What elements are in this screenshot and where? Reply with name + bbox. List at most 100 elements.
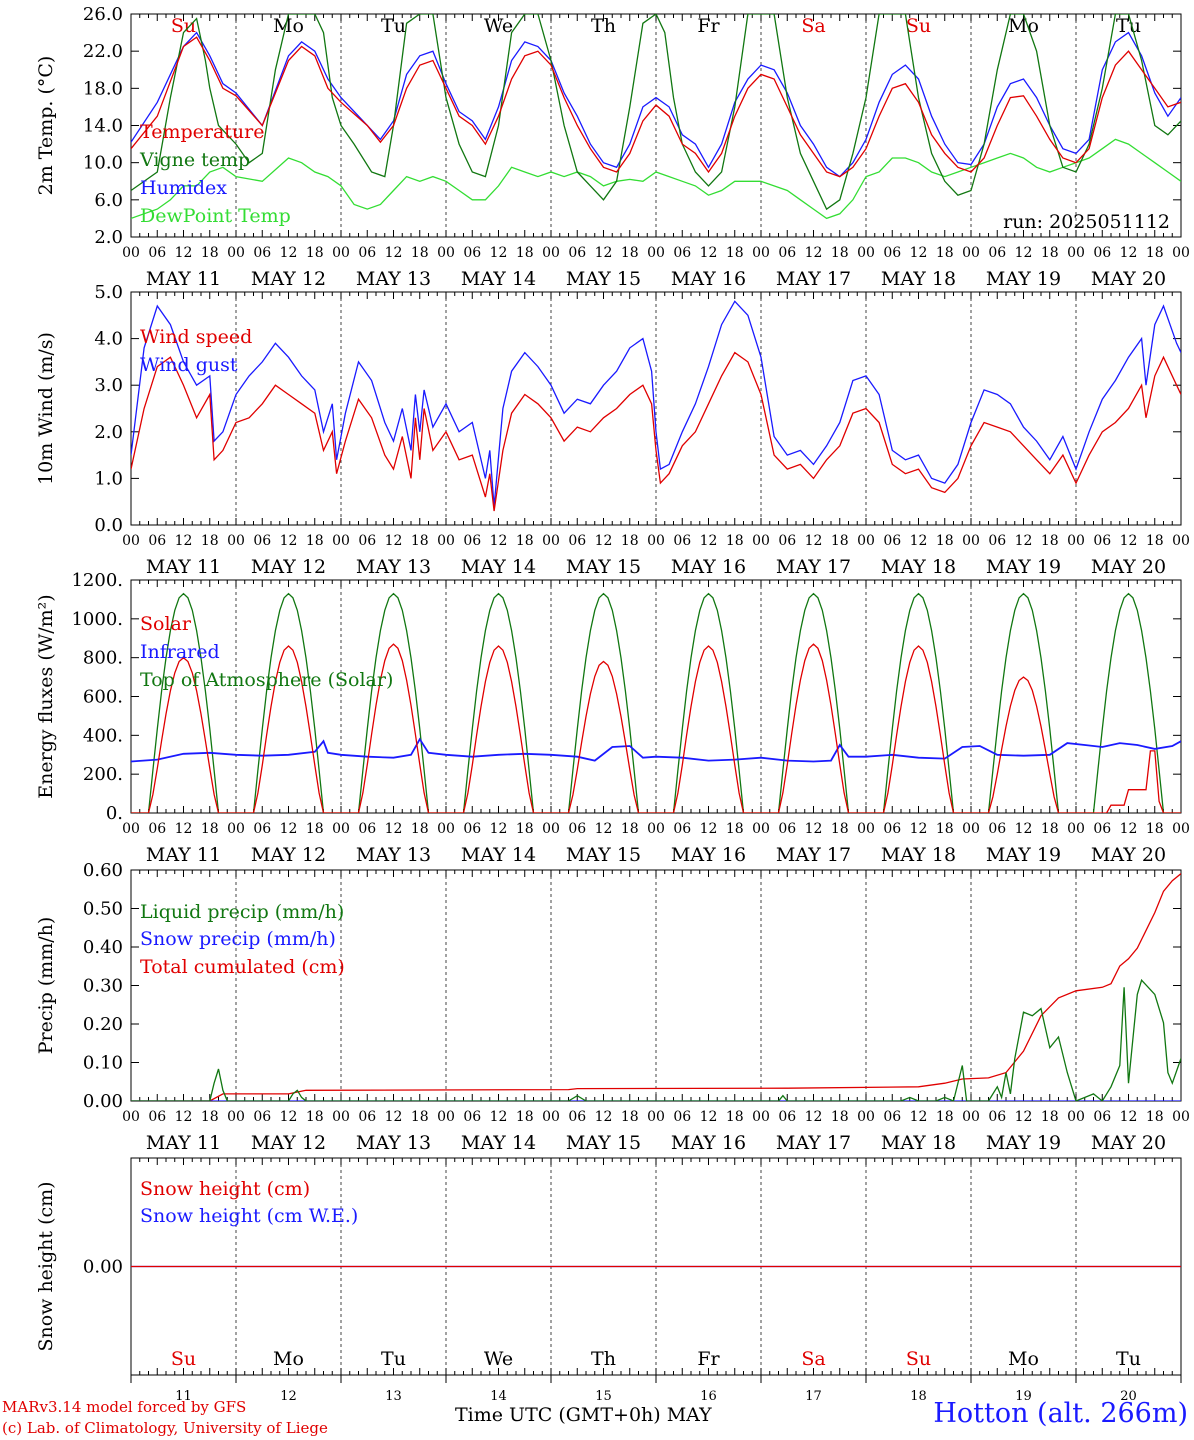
y-tick-label: 0.60 xyxy=(83,860,123,881)
date-label: MAY 19 xyxy=(986,1132,1061,1154)
y-axis-label: 10m Wind (m/s) xyxy=(35,332,57,485)
legend-entry: Solar xyxy=(140,613,192,635)
hour-tick-label: 06 xyxy=(988,1109,1006,1125)
day-number-label: 16 xyxy=(700,1389,717,1404)
hour-tick-label: 06 xyxy=(883,245,901,261)
y-tick-label: 18.0 xyxy=(83,78,123,99)
date-label: MAY 15 xyxy=(566,268,641,290)
hour-tick-label: 12 xyxy=(1120,821,1138,837)
hour-tick-label: 18 xyxy=(306,245,324,261)
hour-tick-label: 00 xyxy=(542,245,560,261)
hour-tick-label: 00 xyxy=(332,1109,350,1125)
hour-tick-label: 18 xyxy=(831,533,849,549)
hour-tick-label: 06 xyxy=(778,1109,796,1125)
day-number-label: 20 xyxy=(1120,1389,1137,1404)
date-label: MAY 18 xyxy=(881,268,956,290)
hour-tick-label: 06 xyxy=(148,533,166,549)
hour-tick-label: 06 xyxy=(253,245,271,261)
hour-tick-label: 00 xyxy=(752,245,770,261)
hour-tick-label: 06 xyxy=(673,245,691,261)
day-number-label: 15 xyxy=(595,1389,612,1404)
hour-tick-label: 18 xyxy=(201,245,219,261)
hour-tick-label: 06 xyxy=(568,1109,586,1125)
hour-tick-label: 06 xyxy=(463,245,481,261)
hour-tick-label: 18 xyxy=(411,821,429,837)
hour-tick-label: 18 xyxy=(726,533,744,549)
hour-tick-label: 18 xyxy=(201,821,219,837)
weekday-label: Mo xyxy=(1008,15,1039,37)
hour-tick-label: 06 xyxy=(568,821,586,837)
date-label: MAY 15 xyxy=(566,1132,641,1154)
hour-tick-label: 06 xyxy=(988,821,1006,837)
hour-tick-label: 18 xyxy=(1041,245,1059,261)
hour-tick-label: 18 xyxy=(726,245,744,261)
hour-tick-label: 06 xyxy=(463,821,481,837)
hour-tick-label: 00 xyxy=(857,1109,875,1125)
hour-tick-label: 12 xyxy=(280,1109,298,1125)
hour-tick-label: 12 xyxy=(910,1109,928,1125)
hour-tick-label: 06 xyxy=(358,245,376,261)
date-label: MAY 17 xyxy=(776,556,851,578)
hour-tick-label: 06 xyxy=(463,1109,481,1125)
panel-1: 2.0 6.0 10.0 14.0 18.0 22.0 26.0 2m Temp. (°C) 0… xyxy=(35,4,1190,290)
hour-tick-label: 00 xyxy=(647,1109,665,1125)
hour-tick-label: 18 xyxy=(411,1109,429,1125)
day-number-label: 17 xyxy=(805,1389,822,1404)
legend-entry: Liquid precip (mm/h) xyxy=(140,901,344,923)
hour-tick-label: 00 xyxy=(647,821,665,837)
hour-tick-label: 00 xyxy=(752,821,770,837)
y-axis-label: Snow height (cm) xyxy=(35,1181,57,1351)
date-label: MAY 20 xyxy=(1091,1132,1166,1154)
y-tick-label: 3.0 xyxy=(94,375,123,396)
hour-tick-label: 00 xyxy=(332,821,350,837)
hour-tick-label: 18 xyxy=(306,533,324,549)
y-tick-label: 0.10 xyxy=(83,1053,123,1074)
hour-tick-label: 18 xyxy=(621,245,639,261)
hour-tick-label: 00 xyxy=(122,245,140,261)
hour-tick-label: 00 xyxy=(1172,821,1190,837)
hour-tick-label: 06 xyxy=(463,533,481,549)
hour-tick-label: 18 xyxy=(936,533,954,549)
hour-tick-label: 00 xyxy=(647,533,665,549)
date-label: MAY 19 xyxy=(986,268,1061,290)
hour-tick-label: 06 xyxy=(568,245,586,261)
hour-tick-label: 12 xyxy=(1120,1109,1138,1125)
hour-tick-label: 00 xyxy=(122,821,140,837)
hour-tick-label: 00 xyxy=(437,1109,455,1125)
date-label: MAY 17 xyxy=(776,844,851,866)
weekday-label: Su xyxy=(906,15,931,37)
hour-tick-label: 18 xyxy=(936,1109,954,1125)
date-label: MAY 13 xyxy=(356,1132,431,1154)
weekday-label: Su xyxy=(171,15,196,37)
hour-tick-label: 06 xyxy=(673,821,691,837)
hour-tick-label: 18 xyxy=(1041,533,1059,549)
y-tick-label: 22.0 xyxy=(83,41,123,62)
hour-tick-label: 18 xyxy=(726,821,744,837)
hour-tick-label: 00 xyxy=(1172,245,1190,261)
hour-tick-label: 18 xyxy=(936,821,954,837)
hour-tick-label: 00 xyxy=(647,245,665,261)
credit-line-1: MARv3.14 model forced by GFS xyxy=(2,1398,247,1416)
y-tick-label: 5.0 xyxy=(94,282,123,303)
legend-entry: Snow height (cm) xyxy=(140,1178,310,1200)
weekday-label: Th xyxy=(591,1348,616,1370)
hour-tick-label: 06 xyxy=(673,1109,691,1125)
hour-tick-label: 12 xyxy=(490,245,508,261)
hour-tick-label: 06 xyxy=(148,821,166,837)
hour-tick-label: 06 xyxy=(358,1109,376,1125)
y-axis-label: Precip (mm/h) xyxy=(35,917,57,1055)
station-label: Hotton (alt. 266m) xyxy=(933,1398,1188,1429)
date-label: MAY 12 xyxy=(251,1132,326,1154)
hour-tick-label: 18 xyxy=(201,533,219,549)
weekday-label: Th xyxy=(591,15,616,37)
hour-tick-label: 18 xyxy=(1146,245,1164,261)
hour-tick-label: 12 xyxy=(280,821,298,837)
y-tick-label: 600. xyxy=(83,687,123,708)
y-tick-label: 0. xyxy=(106,803,123,824)
day-number-label: 19 xyxy=(1015,1389,1032,1404)
y-tick-label: 0.20 xyxy=(83,1014,123,1035)
legend-entry: Total cumulated (cm) xyxy=(140,956,345,978)
hour-tick-label: 18 xyxy=(201,1109,219,1125)
hour-tick-label: 18 xyxy=(1041,1109,1059,1125)
